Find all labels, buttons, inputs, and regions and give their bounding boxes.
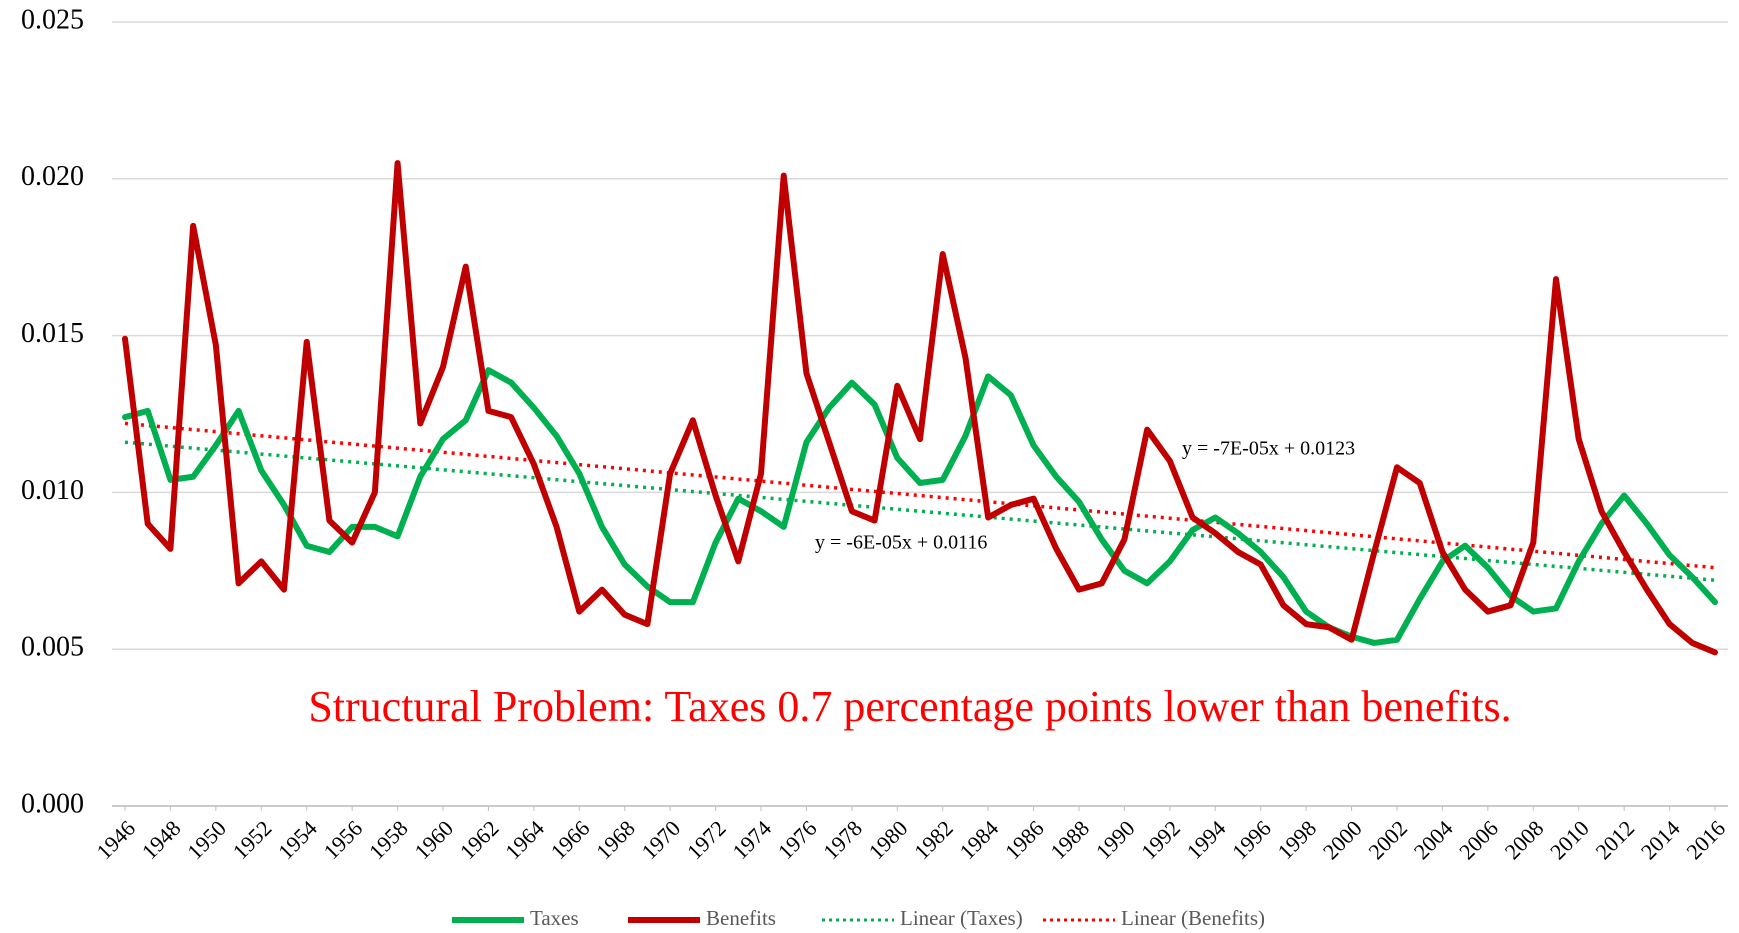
series-line: [122, 367, 1718, 646]
x-tick-label: 1966: [546, 815, 595, 864]
y-tick-label: 0.015: [21, 318, 84, 349]
trend-line: [124, 421, 1716, 570]
x-tick-label: 1962: [455, 815, 504, 864]
legend-label: Linear (Taxes): [900, 906, 1023, 930]
x-tick-label: 1984: [954, 815, 1003, 864]
x-tick-label: 1968: [591, 815, 640, 864]
legend-label: Linear (Benefits): [1121, 906, 1265, 930]
x-tick-label: 2012: [1590, 815, 1639, 864]
y-tick-label: 0.025: [21, 4, 84, 35]
series-line: [122, 160, 1718, 656]
y-tick-label: 0.005: [21, 632, 84, 663]
x-tick-label: 1960: [409, 815, 458, 864]
x-tick-label: 1964: [500, 815, 549, 864]
x-tick-label: 1998: [1272, 815, 1321, 864]
x-tick-label: 1946: [91, 815, 140, 864]
x-tick-label: 1972: [682, 815, 731, 864]
caption: Structural Problem: Taxes 0.7 percentage…: [308, 682, 1511, 731]
x-tick-label: 1948: [137, 815, 186, 864]
x-tick-label: 2014: [1636, 815, 1685, 864]
x-tick-label: 1976: [773, 815, 822, 864]
trend-equation: y = -6E-05x + 0.0116: [815, 532, 987, 554]
x-tick-label: 1988: [1045, 815, 1094, 864]
x-tick-label: 1980: [864, 815, 913, 864]
x-tick-label: 1974: [727, 815, 776, 864]
x-tick-label: 2002: [1363, 815, 1412, 864]
x-tick-label: 1954: [273, 815, 322, 864]
x-tick-label: 1952: [228, 815, 277, 864]
x-tick-label: 2006: [1454, 815, 1503, 864]
x-tick-label: 2016: [1681, 815, 1730, 864]
x-tick-label: 1956: [318, 815, 367, 864]
x-tick-label: 1950: [182, 815, 231, 864]
y-tick-label: 0.000: [21, 788, 84, 819]
x-tick-label: 1986: [1000, 815, 1049, 864]
y-tick-label: 0.010: [21, 475, 84, 506]
x-tick-label: 1970: [636, 815, 685, 864]
x-tick-label: 2000: [1318, 815, 1367, 864]
x-tick-label: 1992: [1136, 815, 1185, 864]
x-tick-label: 1958: [364, 815, 413, 864]
x-tick-label: 1982: [909, 815, 958, 864]
x-tick-label: 2004: [1409, 815, 1458, 864]
x-tick-label: 2010: [1545, 815, 1594, 864]
y-tick-label: 0.020: [21, 161, 84, 192]
x-tick-label: 1994: [1182, 815, 1231, 864]
trend-equation: y = -7E-05x + 0.0123: [1182, 438, 1355, 460]
x-tick-label: 1996: [1227, 815, 1276, 864]
x-tick-label: 2008: [1500, 815, 1549, 864]
legend-label: Taxes: [530, 906, 579, 930]
x-tick-label: 1990: [1091, 815, 1140, 864]
legend-label: Benefits: [706, 906, 776, 930]
x-tick-label: 1978: [818, 815, 867, 864]
